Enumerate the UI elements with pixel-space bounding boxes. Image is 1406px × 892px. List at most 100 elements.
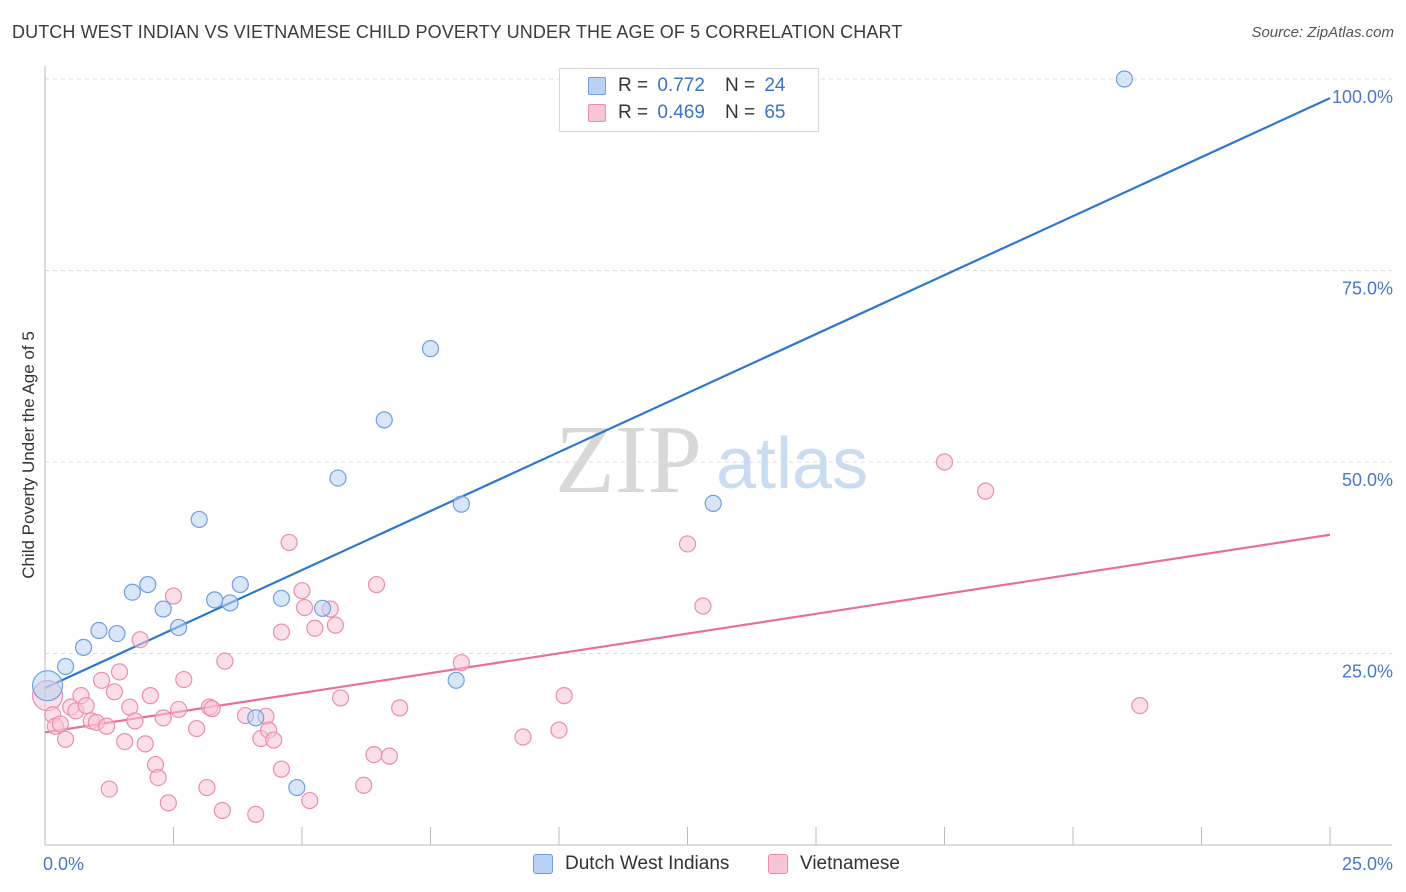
point-dutch xyxy=(74,638,93,656)
point-dutch xyxy=(190,510,208,529)
point-dutch xyxy=(329,469,347,487)
point-vietnamese xyxy=(164,587,183,605)
point-dutch xyxy=(154,600,172,618)
point-vietnamese xyxy=(105,683,123,701)
correlation-legend: R = 0.772 N = 24 R = 0.469 N = 65 xyxy=(559,68,819,132)
legend-item-dutch: Dutch West Indians xyxy=(533,852,729,876)
x-tick-label: 0.0% xyxy=(43,854,84,874)
point-vietnamese xyxy=(98,717,116,735)
legend-n-label: N = xyxy=(724,75,756,96)
y-tick-label: 75.0% xyxy=(1342,279,1393,299)
point-vietnamese xyxy=(272,623,291,641)
point-dutch xyxy=(272,589,291,607)
point-dutch xyxy=(288,778,306,797)
legend-n-label: N = xyxy=(724,102,756,123)
legend-item-vietnamese: Vietnamese xyxy=(768,852,900,876)
legend-swatch-vietnamese xyxy=(588,104,606,122)
trend-line-dutch xyxy=(44,97,1331,689)
legend-swatch-dutch xyxy=(533,854,553,874)
point-dutch xyxy=(375,411,393,429)
point-dutch xyxy=(31,670,64,702)
point-vietnamese xyxy=(188,719,206,738)
y-axis-label: Child Poverty Under the Age of 5 xyxy=(19,331,38,579)
point-vietnamese xyxy=(203,700,221,718)
point-vietnamese xyxy=(265,731,283,749)
point-vietnamese xyxy=(326,616,345,634)
point-vietnamese xyxy=(136,735,154,753)
point-vietnamese xyxy=(306,619,324,637)
point-dutch xyxy=(247,709,265,727)
legend-r-label: R = xyxy=(618,102,649,123)
point-vietnamese xyxy=(92,671,111,689)
legend-swatch-dutch xyxy=(588,77,606,95)
point-vietnamese xyxy=(213,801,231,820)
legend-r-value: 0.469 xyxy=(657,102,705,123)
point-dutch xyxy=(123,583,141,601)
point-vietnamese xyxy=(51,715,70,733)
point-dutch xyxy=(108,624,126,643)
x-tick-label: 25.0% xyxy=(1342,854,1393,874)
watermark-atlas: atlas xyxy=(716,424,868,504)
tick-labels: 25.0% 50.0% 75.0% 100.0% 0.0% 25.0% xyxy=(43,87,1393,874)
point-dutch xyxy=(206,591,224,609)
point-dutch xyxy=(139,575,157,594)
point-dutch xyxy=(56,657,75,676)
legend-r-value: 0.772 xyxy=(657,75,705,96)
point-vietnamese xyxy=(452,654,470,672)
legend-row-vietnamese: R = 0.469 N = 65 xyxy=(588,101,785,125)
point-dutch xyxy=(704,494,722,512)
y-tick-label: 100.0% xyxy=(1332,87,1393,107)
y-tick-label: 25.0% xyxy=(1342,662,1393,682)
point-vietnamese xyxy=(280,533,298,552)
point-vietnamese xyxy=(272,760,291,778)
point-vietnamese xyxy=(77,696,95,715)
point-vietnamese xyxy=(367,575,386,594)
point-dutch xyxy=(1115,70,1134,88)
point-vietnamese xyxy=(380,747,398,765)
point-vietnamese xyxy=(391,699,409,717)
point-vietnamese xyxy=(514,728,532,746)
point-vietnamese xyxy=(170,700,188,719)
legend-row-dutch: R = 0.772 N = 24 xyxy=(588,74,785,98)
point-vietnamese xyxy=(977,482,995,500)
point-vietnamese xyxy=(555,687,573,705)
point-vietnamese xyxy=(301,791,319,810)
trend-lines xyxy=(44,97,1331,734)
point-dutch xyxy=(221,594,239,612)
legend-r-label: R = xyxy=(618,75,649,96)
point-vietnamese xyxy=(149,768,167,787)
point-vietnamese xyxy=(935,453,954,471)
legend-swatch-vietnamese xyxy=(768,854,788,874)
point-vietnamese xyxy=(100,780,118,798)
legend-n-value: 65 xyxy=(764,102,786,123)
watermark-zip: ZIP xyxy=(555,406,702,514)
point-vietnamese xyxy=(141,687,159,705)
chart-title: DUTCH WEST INDIAN VS VIETNAMESE CHILD PO… xyxy=(12,22,903,42)
point-vietnamese xyxy=(247,805,265,823)
point-dutch xyxy=(313,599,332,617)
point-vietnamese xyxy=(355,776,373,794)
source-label: Source: ZipAtlas.com xyxy=(1251,24,1394,41)
point-vietnamese xyxy=(295,598,314,617)
point-dutch xyxy=(231,575,249,594)
point-dutch xyxy=(170,618,188,637)
point-dutch xyxy=(452,495,470,513)
point-vietnamese xyxy=(198,778,216,797)
point-vietnamese xyxy=(126,712,144,730)
point-vietnamese xyxy=(131,631,149,649)
point-vietnamese xyxy=(331,689,350,707)
legend-n-value: 24 xyxy=(764,75,786,96)
point-vietnamese xyxy=(216,652,234,670)
watermark: ZIP atlas xyxy=(555,406,868,514)
point-vietnamese xyxy=(550,721,568,739)
point-vietnamese xyxy=(116,732,134,751)
y-tick-label: 50.0% xyxy=(1342,470,1393,490)
data-points xyxy=(31,70,1149,823)
point-vietnamese xyxy=(694,597,712,615)
point-vietnamese xyxy=(110,663,129,681)
point-dutch xyxy=(421,340,440,358)
point-vietnamese xyxy=(175,670,193,689)
point-vietnamese xyxy=(293,582,311,600)
point-dutch xyxy=(90,621,108,640)
